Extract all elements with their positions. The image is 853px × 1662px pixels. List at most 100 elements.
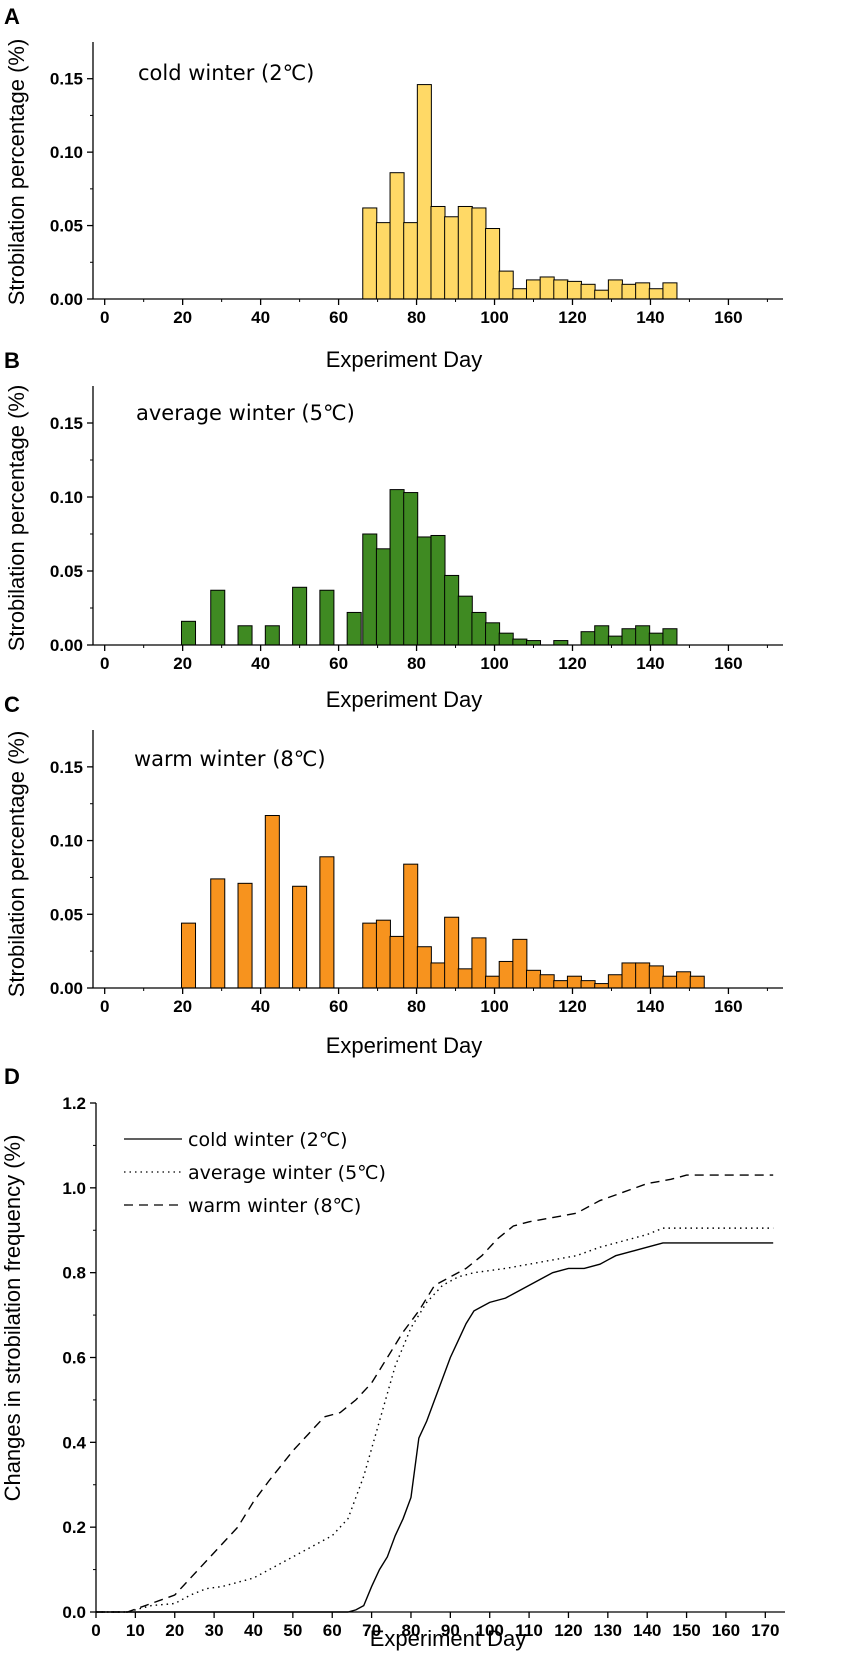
y-tick-label: 0.05 xyxy=(50,217,83,236)
bar xyxy=(525,279,542,300)
y-tick-label: 0.15 xyxy=(50,758,83,777)
y-tick-label: 0.05 xyxy=(50,905,83,924)
x-tick-label: 40 xyxy=(244,1621,263,1640)
x-tick-label: 160 xyxy=(714,308,742,327)
bar xyxy=(485,622,501,646)
legend-label-cold: cold winter (2℃) xyxy=(188,1129,348,1151)
y-tick-label: 0.8 xyxy=(62,1264,86,1283)
x-tick-label: 100 xyxy=(480,308,508,327)
panel-c: C warm winter (8℃) Strobilation percenta… xyxy=(4,692,783,1058)
x-tick-label: 40 xyxy=(251,654,270,673)
bar xyxy=(416,946,432,989)
y-axis-title: Strobilation percentage (%) xyxy=(4,39,29,306)
y-tick-label: 0.00 xyxy=(50,636,83,655)
legend: cold winter (2℃) average winter (5℃) war… xyxy=(124,1129,386,1217)
bar xyxy=(607,974,623,989)
bar xyxy=(471,937,487,989)
y-tick-label: 0.6 xyxy=(62,1349,86,1368)
panel-annotation: warm winter (8℃) xyxy=(134,747,326,771)
bar xyxy=(389,172,405,300)
x-tick-label: 140 xyxy=(636,997,664,1016)
bar xyxy=(689,975,705,989)
legend-label-average: average winter (5℃) xyxy=(188,1162,386,1184)
x-tick-label: 160 xyxy=(712,1621,740,1640)
y-axis-title: Strobilation percentage (%) xyxy=(4,731,29,998)
bar xyxy=(292,885,308,989)
bar xyxy=(566,280,582,300)
y-tick-label: 0.4 xyxy=(62,1433,86,1452)
panel-label-c: C xyxy=(4,692,20,717)
bar xyxy=(662,282,678,300)
y-tick-label: 0.0 xyxy=(62,1603,86,1622)
bar xyxy=(430,534,446,646)
bar xyxy=(457,968,473,989)
bar xyxy=(580,631,596,646)
bar xyxy=(648,632,664,646)
bar xyxy=(346,611,362,646)
bar-series xyxy=(362,84,678,300)
x-tick-label: 130 xyxy=(594,1621,622,1640)
x-tick-label: 20 xyxy=(173,308,192,327)
y-axis-title: Changes in strobilation frequency (%) xyxy=(0,1135,25,1502)
bar xyxy=(512,288,528,300)
bar xyxy=(319,589,335,646)
x-tick-label: 60 xyxy=(329,997,348,1016)
series-line-warm xyxy=(96,1174,774,1613)
bar xyxy=(264,625,280,646)
bar xyxy=(539,276,555,300)
bar xyxy=(237,882,253,989)
y-tick-label: 0.05 xyxy=(50,562,83,581)
bar xyxy=(403,492,419,646)
bar xyxy=(210,589,226,646)
bar xyxy=(362,922,378,989)
bar xyxy=(621,283,637,300)
bar xyxy=(292,586,308,646)
bar xyxy=(389,489,405,646)
x-tick-label: 20 xyxy=(173,997,192,1016)
bar xyxy=(676,971,692,989)
panel-d: D Changes in strobilation frequency (%) … xyxy=(0,1064,785,1651)
x-tick-label: 70 xyxy=(362,1621,381,1640)
bar xyxy=(553,640,569,646)
x-axis-title: Experiment Day xyxy=(326,687,483,712)
y-tick-label: 0.15 xyxy=(50,70,83,89)
bar xyxy=(635,625,651,646)
x-tick-label: 140 xyxy=(636,654,664,673)
panel-annotation: cold winter (2℃) xyxy=(138,61,314,85)
bar xyxy=(580,283,596,300)
bar xyxy=(319,856,335,989)
line-series xyxy=(96,1174,774,1613)
x-tick-label: 160 xyxy=(714,654,742,673)
bar xyxy=(553,279,569,300)
bar xyxy=(553,980,569,989)
x-tick-label: 120 xyxy=(558,654,586,673)
x-tick-label: 160 xyxy=(714,997,742,1016)
bar xyxy=(498,960,514,989)
series-line-cold xyxy=(96,1242,774,1613)
bar xyxy=(525,969,542,989)
panel-b: B average winter (5℃) Strobilation perce… xyxy=(4,348,783,712)
bar xyxy=(485,228,501,300)
bar xyxy=(457,595,473,646)
bar xyxy=(362,533,378,646)
y-tick-label: 1.2 xyxy=(62,1094,86,1113)
bar-series xyxy=(180,815,705,989)
x-tick-label: 120 xyxy=(554,1621,582,1640)
bar xyxy=(471,611,487,646)
bar xyxy=(539,974,555,989)
axes: 0.0 0.2 0.4 0.6 0.8 1.0 1.2 0 10 20 30 40 50 60 70 80 90… xyxy=(62,1094,785,1640)
y-axis-title: Strobilation percentage (%) xyxy=(4,385,29,652)
bar xyxy=(607,279,623,300)
bar xyxy=(444,916,460,989)
bar xyxy=(621,962,637,989)
x-tick-label: 50 xyxy=(283,1621,302,1640)
y-tick-label: 0.10 xyxy=(50,143,83,162)
bar xyxy=(210,878,226,989)
bar xyxy=(648,288,664,300)
panel-label-b: B xyxy=(4,348,20,373)
y-tick-label: 0.2 xyxy=(62,1518,86,1537)
bar xyxy=(594,289,610,300)
x-tick-label: 0 xyxy=(91,1621,100,1640)
panel-a: A cold winter (2℃) Strobilation percenta… xyxy=(4,4,783,372)
